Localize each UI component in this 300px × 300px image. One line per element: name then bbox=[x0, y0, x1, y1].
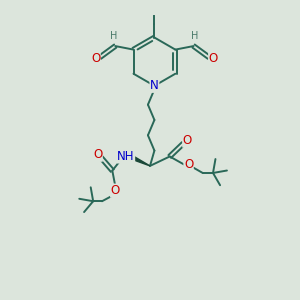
Text: H: H bbox=[191, 31, 199, 41]
Text: O: O bbox=[183, 134, 192, 147]
Text: O: O bbox=[184, 158, 193, 171]
Text: N: N bbox=[150, 79, 159, 92]
Text: NH: NH bbox=[117, 150, 135, 163]
Text: O: O bbox=[111, 184, 120, 197]
Text: O: O bbox=[209, 52, 218, 65]
Text: H: H bbox=[110, 31, 118, 41]
Polygon shape bbox=[129, 154, 150, 166]
Text: O: O bbox=[91, 52, 100, 65]
Text: O: O bbox=[93, 148, 102, 161]
